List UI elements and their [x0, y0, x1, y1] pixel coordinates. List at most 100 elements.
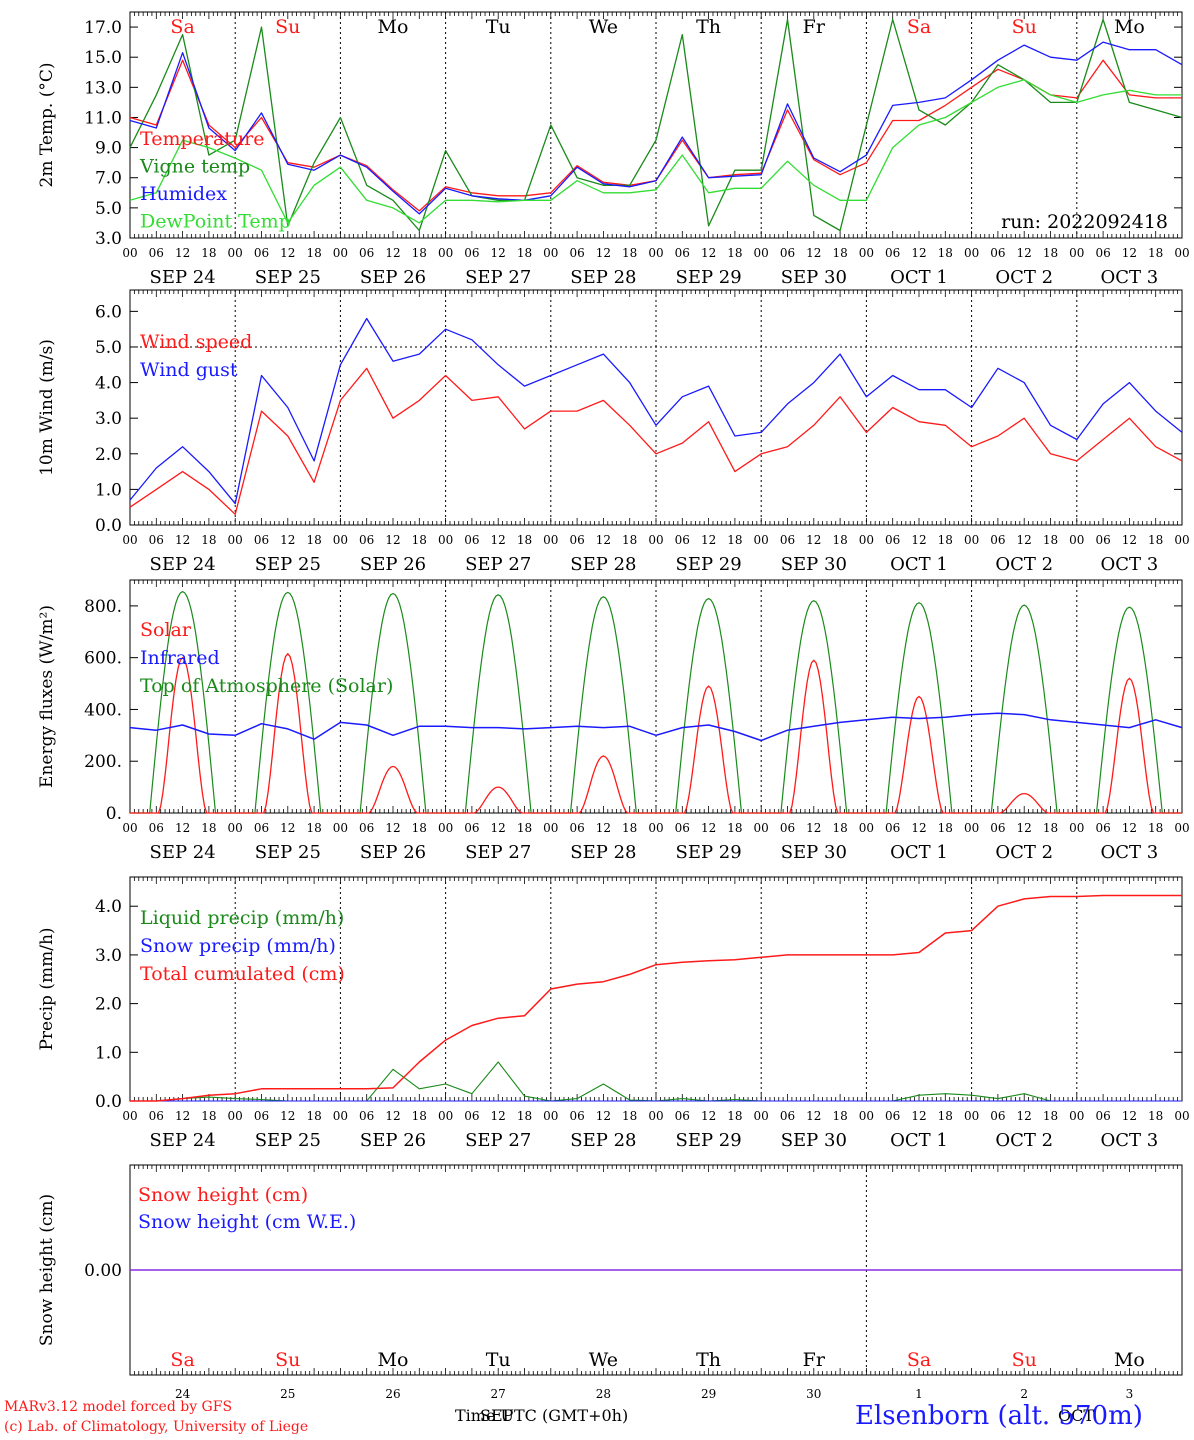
- hour-tick-label: 06: [1095, 246, 1110, 260]
- hour-tick-label: 00: [543, 246, 558, 260]
- weekday-label: Sa: [170, 1349, 194, 1371]
- x-axis-title: Time UTC (GMT+0h): [455, 1406, 629, 1425]
- weekday-label: Tu: [486, 1349, 511, 1371]
- date-label: SEP 28: [570, 554, 636, 575]
- hour-tick-label: 06: [675, 1109, 690, 1123]
- hour-tick-label: 18: [938, 821, 953, 835]
- hour-tick-label: 00: [859, 1109, 874, 1123]
- date-label: SEP 28: [570, 267, 636, 288]
- hour-tick-label: 06: [1095, 533, 1110, 547]
- hour-tick-label: 12: [175, 533, 190, 547]
- weekday-label: Fr: [803, 1349, 826, 1371]
- station-label: Elsenborn (alt. 570m): [855, 1401, 1143, 1431]
- hour-tick-label: 12: [806, 821, 821, 835]
- hour-tick-label: 12: [280, 821, 295, 835]
- weekday-label: Th: [696, 16, 721, 38]
- hour-tick-label: 12: [1017, 246, 1032, 260]
- hour-tick-label: 06: [359, 821, 374, 835]
- date-label: SEP 24: [149, 1130, 215, 1151]
- y-tick-label: 4.0: [95, 374, 122, 394]
- date-label: SEP 30: [781, 554, 847, 575]
- series-dewpoint-temp: [129, 79, 1182, 224]
- y-tick-label: 4.0: [95, 897, 122, 917]
- hour-tick-label: 18: [938, 533, 953, 547]
- hour-tick-label: 12: [175, 821, 190, 835]
- legend-entry: Liquid precip (mm/h): [140, 907, 344, 929]
- hour-tick-label: 06: [780, 1109, 795, 1123]
- day-number-label: 28: [596, 1387, 611, 1401]
- hour-tick-label: 06: [149, 246, 164, 260]
- legend-entry: Total cumulated (cm): [140, 963, 345, 985]
- hour-tick-label: 12: [175, 1109, 190, 1123]
- hour-tick-label: 18: [517, 533, 532, 547]
- date-label: SEP 27: [465, 267, 531, 288]
- hour-tick-label: 12: [911, 533, 926, 547]
- hour-tick-label: 06: [569, 1109, 584, 1123]
- hour-tick-label: 00: [1069, 1109, 1084, 1123]
- hour-tick-label: 06: [464, 533, 479, 547]
- hour-tick-label: 12: [1122, 821, 1137, 835]
- hour-tick-label: 00: [1174, 821, 1189, 835]
- legend-entry: Temperature: [140, 128, 264, 150]
- hour-tick-label: 00: [122, 1109, 137, 1123]
- hour-tick-label: 18: [412, 1109, 427, 1123]
- date-label: OCT 1: [890, 1130, 948, 1151]
- hour-tick-label: 00: [228, 533, 243, 547]
- series-solar: [130, 652, 1182, 814]
- hour-tick-label: 06: [359, 1109, 374, 1123]
- hour-tick-label: 18: [517, 246, 532, 260]
- hour-tick-label: 06: [569, 533, 584, 547]
- hour-tick-label: 18: [1148, 246, 1163, 260]
- hour-tick-label: 00: [333, 821, 348, 835]
- run-label: run: 2022092418: [1001, 211, 1168, 233]
- legend-entry: Solar: [140, 619, 192, 641]
- y-tick-label: 3.0: [95, 409, 122, 429]
- day-number-label: 25: [280, 1387, 295, 1401]
- hour-tick-label: 06: [464, 1109, 479, 1123]
- legend-entry: Infrared: [140, 647, 220, 669]
- legend-entry: Top of Atmosphere (Solar): [140, 675, 393, 697]
- hour-tick-label: 18: [1148, 821, 1163, 835]
- hour-tick-label: 18: [306, 821, 321, 835]
- hour-tick-label: 00: [438, 533, 453, 547]
- hour-tick-label: 00: [438, 246, 453, 260]
- date-label: SEP 30: [781, 842, 847, 863]
- hour-tick-label: 06: [569, 821, 584, 835]
- hour-tick-label: 12: [1122, 1109, 1137, 1123]
- series-total-cumulated-cm-: [130, 894, 1182, 1102]
- hour-tick-label: 18: [727, 246, 742, 260]
- series-humidex: [129, 41, 1183, 215]
- hour-tick-label: 06: [254, 533, 269, 547]
- hour-tick-label: 12: [701, 821, 716, 835]
- date-label: OCT 3: [1101, 267, 1159, 288]
- y-tick-label: 17.0: [84, 18, 122, 38]
- date-label: OCT 3: [1101, 1130, 1159, 1151]
- weekday-label: Su: [1012, 1349, 1037, 1371]
- hour-tick-label: 18: [832, 533, 847, 547]
- hour-tick-label: 06: [675, 821, 690, 835]
- hour-tick-label: 18: [517, 821, 532, 835]
- hour-tick-label: 00: [648, 1109, 663, 1123]
- hour-tick-label: 06: [149, 1109, 164, 1123]
- hour-tick-label: 00: [228, 246, 243, 260]
- hour-tick-label: 18: [1148, 533, 1163, 547]
- hour-tick-label: 12: [701, 1109, 716, 1123]
- hour-tick-label: 00: [333, 246, 348, 260]
- hour-tick-label: 18: [832, 821, 847, 835]
- hour-tick-label: 18: [938, 246, 953, 260]
- hour-tick-label: 18: [306, 533, 321, 547]
- hour-tick-label: 12: [596, 1109, 611, 1123]
- hour-tick-label: 12: [911, 821, 926, 835]
- y-tick-label: 7.0: [95, 169, 122, 189]
- hour-tick-label: 18: [622, 246, 637, 260]
- hour-tick-label: 06: [885, 1109, 900, 1123]
- hour-tick-label: 18: [727, 821, 742, 835]
- hour-tick-label: 18: [727, 1109, 742, 1123]
- y-axis-title: 2m Temp. (°C): [37, 62, 57, 187]
- hour-tick-label: 06: [990, 246, 1005, 260]
- series-wind-gust: [129, 317, 1183, 505]
- hour-tick-label: 12: [1017, 821, 1032, 835]
- hour-tick-label: 12: [385, 821, 400, 835]
- hour-tick-label: 12: [701, 246, 716, 260]
